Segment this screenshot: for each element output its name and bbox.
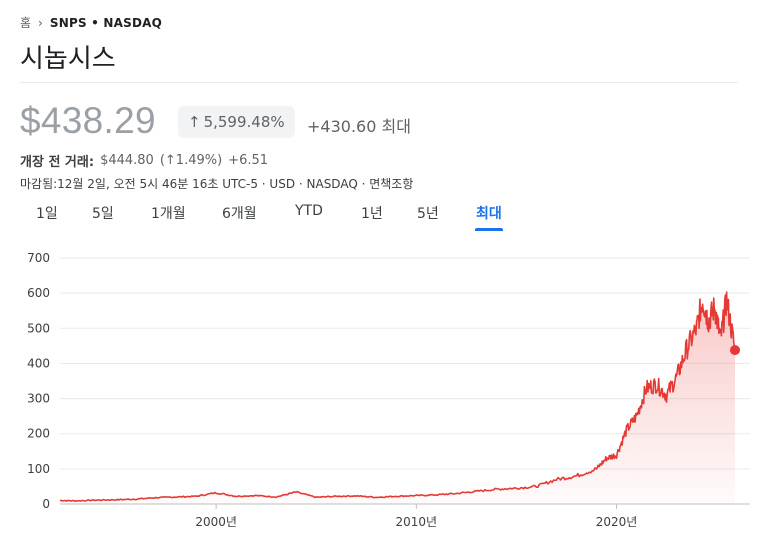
price-chart[interactable]: 0 100 200 300 400 500 600 700 2000년 2010년 2020년 (0, 240, 758, 543)
x-tick-label: 2010년 (396, 515, 438, 529)
chevron-right-icon: › (38, 15, 43, 30)
tab-max[interactable]: 최대 (475, 203, 503, 231)
y-tick-label: 100 (27, 462, 50, 476)
premarket-price: $444.80 (100, 153, 154, 168)
tab-5y[interactable]: 5년 (417, 206, 439, 222)
x-tick-label: 2020년 (596, 515, 638, 529)
price-area (60, 292, 735, 504)
y-tick-label: 0 (42, 497, 50, 511)
breadcrumb: 홈 › SNPS • NASDAQ (20, 14, 162, 31)
market-meta-info: 마감됨:12월 2일, 오전 5시 46분 16초 UTC-5 · USD · … (20, 177, 414, 191)
tab-1d[interactable]: 1일 (36, 206, 58, 222)
page-title: 시놉시스 (20, 44, 116, 74)
chart-x-axis: 2000년 2010년 2020년 (195, 504, 637, 529)
y-tick-label: 300 (27, 392, 50, 406)
y-tick-label: 600 (27, 286, 50, 300)
tab-6m[interactable]: 6개월 (222, 206, 257, 222)
premarket-absolute: +6.51 (228, 153, 269, 168)
y-tick-label: 400 (27, 356, 50, 370)
change-absolute: +430.60 최대 (307, 117, 411, 136)
y-tick-label: 500 (27, 321, 50, 335)
x-tick-label: 2000년 (195, 515, 237, 529)
breadcrumb-ticker: SNPS • NASDAQ (49, 15, 163, 30)
current-price-marker (730, 345, 740, 356)
premarket-row: 개장 전 거래: $444.80 (↑1.49%) +6.51 (20, 151, 268, 170)
tab-1y[interactable]: 1년 (361, 206, 383, 222)
chart-y-axis: 0 100 200 300 400 500 600 700 (27, 251, 50, 511)
tab-ytd[interactable]: YTD (295, 203, 323, 219)
current-price: $438.29 (20, 100, 156, 141)
price-line (59, 291, 736, 503)
change-percent-value: 5,599.48% (203, 113, 285, 131)
divider (20, 82, 738, 83)
premarket-percent: (↑1.49%) (159, 153, 223, 168)
premarket-label: 개장 전 거래: (20, 155, 95, 170)
tab-1m[interactable]: 1개월 (151, 206, 186, 222)
arrow-up-icon: ↑ (188, 113, 201, 131)
change-percent-badge: ↑ 5,599.48% (178, 106, 295, 138)
y-tick-label: 200 (27, 427, 50, 441)
y-tick-label: 700 (27, 251, 50, 265)
breadcrumb-home-link[interactable]: 홈 (20, 16, 32, 30)
tab-5d[interactable]: 5일 (92, 206, 114, 222)
